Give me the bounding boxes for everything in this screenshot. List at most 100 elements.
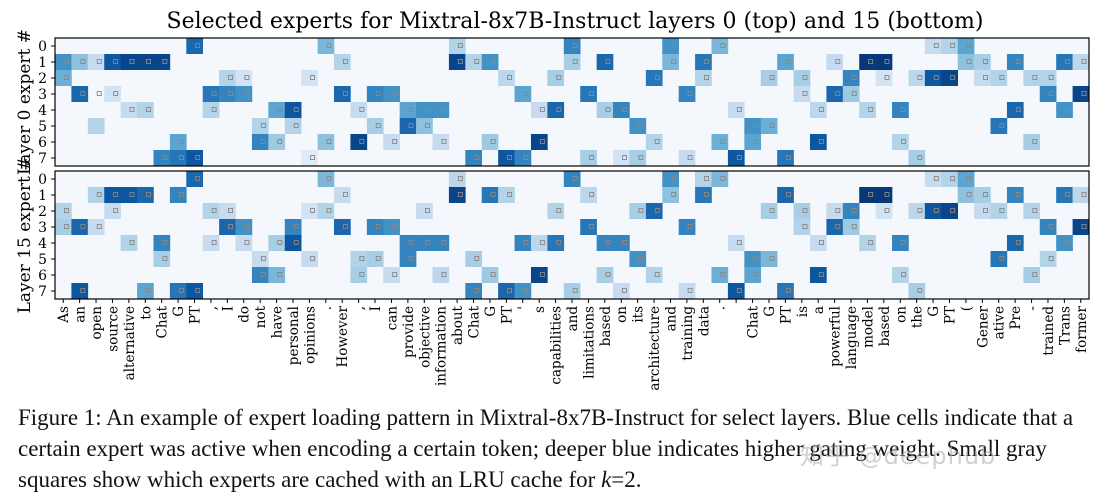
- heatmap-cell: [809, 235, 827, 251]
- heatmap-cell: [760, 70, 778, 86]
- cache-marker: [408, 240, 414, 245]
- cache-marker: [901, 240, 906, 245]
- cache-marker: [933, 208, 939, 213]
- heatmap-cell: [366, 118, 384, 134]
- cache-marker: [523, 155, 529, 160]
- heatmap-cell: [448, 171, 466, 187]
- y-tick-label: 4: [38, 103, 47, 119]
- heatmap-cell: [613, 235, 630, 251]
- heatmap-cell: [87, 187, 105, 203]
- cache-marker: [146, 59, 151, 64]
- heatmap-cell: [957, 171, 975, 187]
- cache-marker: [375, 91, 381, 96]
- heatmap-cell: [481, 54, 499, 70]
- cache-marker: [933, 75, 939, 80]
- token-label: However: [335, 305, 351, 367]
- cache-marker: [884, 75, 890, 80]
- cache-marker: [195, 155, 201, 160]
- heatmap-cell: [629, 203, 647, 219]
- cache-marker: [654, 208, 660, 213]
- heatmap-cell: [842, 86, 860, 102]
- cache-marker: [1081, 192, 1087, 197]
- cache-marker: [228, 75, 233, 80]
- heatmap-cell: [301, 251, 318, 267]
- cache-marker: [999, 123, 1005, 128]
- cache-marker: [178, 192, 184, 197]
- cache-marker: [260, 139, 266, 144]
- cache-marker: [704, 192, 709, 197]
- heatmap-cell: [974, 54, 991, 70]
- cache-marker: [868, 107, 874, 112]
- heatmap-cell: [120, 54, 138, 70]
- heatmap-cell: [1023, 203, 1041, 219]
- cache-marker: [359, 107, 365, 112]
- cache-marker: [359, 139, 365, 144]
- heatmap-cell: [990, 203, 1008, 219]
- heatmap-cell: [908, 70, 926, 86]
- heatmap-cell: [55, 203, 72, 219]
- heatmap-cell: [629, 150, 647, 166]
- cache-marker: [851, 208, 857, 213]
- heatmap-cell: [268, 267, 286, 283]
- heatmap-cell: [71, 86, 89, 102]
- token-label: PT: [778, 306, 794, 324]
- heatmap-cell: [219, 70, 236, 86]
- token-label: s: [532, 306, 548, 313]
- cache-marker: [293, 224, 299, 229]
- cache-marker: [654, 272, 660, 277]
- cache-marker: [63, 208, 69, 213]
- heatmap-cell: [153, 235, 171, 251]
- token-label: personal: [286, 306, 302, 365]
- heatmap-cell: [334, 219, 351, 235]
- heatmap-cell: [481, 134, 499, 150]
- heatmap-cell: [202, 86, 220, 102]
- cache-marker: [228, 91, 233, 96]
- heatmap-cell: [842, 70, 860, 86]
- heatmap-cell: [563, 54, 581, 70]
- heatmap-cell: [727, 235, 745, 251]
- token-label: .: [319, 306, 335, 310]
- cache-marker: [901, 107, 906, 112]
- heatmap-cell: [596, 54, 614, 70]
- token-label: can: [384, 306, 400, 331]
- cache-marker: [933, 43, 939, 48]
- y-tick-label: 5: [38, 119, 47, 135]
- heatmap-cell: [416, 102, 433, 118]
- token-label: I: [368, 306, 384, 311]
- heatmap-cell: [169, 150, 187, 166]
- cache-marker: [1065, 192, 1071, 197]
- heatmap-cell: [596, 267, 614, 283]
- cache-marker: [375, 224, 381, 229]
- heatmap-cell: [842, 219, 860, 235]
- cache-marker: [736, 288, 742, 293]
- cache-marker: [195, 288, 201, 293]
- token-label: training: [680, 306, 696, 361]
- cache-marker: [260, 272, 266, 277]
- chart-title: Selected experts for Mixtral-8x7B-Instru…: [167, 9, 984, 34]
- heatmap-cell: [186, 283, 204, 299]
- heatmap-cell: [974, 203, 991, 219]
- cache-marker: [113, 59, 119, 64]
- y-axis-label-layer-0: Layer 0 expert #: [15, 29, 35, 175]
- cache-marker: [1032, 139, 1038, 144]
- cache-marker: [1015, 240, 1021, 245]
- y-tick-label: 2: [38, 71, 47, 87]
- heatmap-cell: [498, 187, 515, 203]
- cache-marker: [359, 272, 365, 277]
- heatmap-cell: [514, 283, 532, 299]
- heatmap-cell: [169, 134, 187, 150]
- cache-marker: [933, 176, 939, 181]
- cache-marker: [605, 272, 611, 277]
- cache-marker: [441, 272, 447, 277]
- heatmap-cell: [1006, 235, 1024, 251]
- y-tick-label: 1: [38, 188, 47, 204]
- cache-marker: [523, 288, 529, 293]
- cache-marker: [244, 240, 250, 245]
- cache-marker: [1065, 240, 1071, 245]
- token-label: architecture: [647, 306, 663, 391]
- heatmap-cell: [317, 38, 335, 54]
- heatmap-cell: [71, 283, 89, 299]
- cache-marker: [769, 256, 775, 261]
- heatmap-cell: [1072, 54, 1090, 70]
- heatmap-cell: [990, 251, 1008, 267]
